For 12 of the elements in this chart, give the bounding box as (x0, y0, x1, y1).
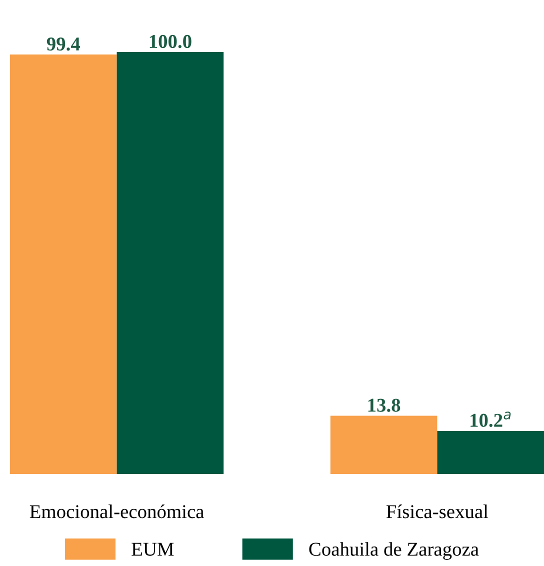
data-label: 10.2$^{a}$ (470, 412, 511, 427)
bar (437, 430, 544, 474)
legend-label: Coahuila de Zaragoza (309, 542, 479, 560)
bar (330, 416, 438, 474)
data-label: 99.4 (46, 38, 80, 51)
legend-label: EUM (132, 542, 174, 556)
data-label: 13.8 (368, 398, 400, 412)
data-label: 100.0 (150, 34, 192, 48)
x-tick-label: Física-sexual (386, 504, 488, 518)
bar (116, 52, 224, 474)
x-tick-label: Emocional-económica (30, 504, 204, 518)
bar (10, 54, 117, 474)
